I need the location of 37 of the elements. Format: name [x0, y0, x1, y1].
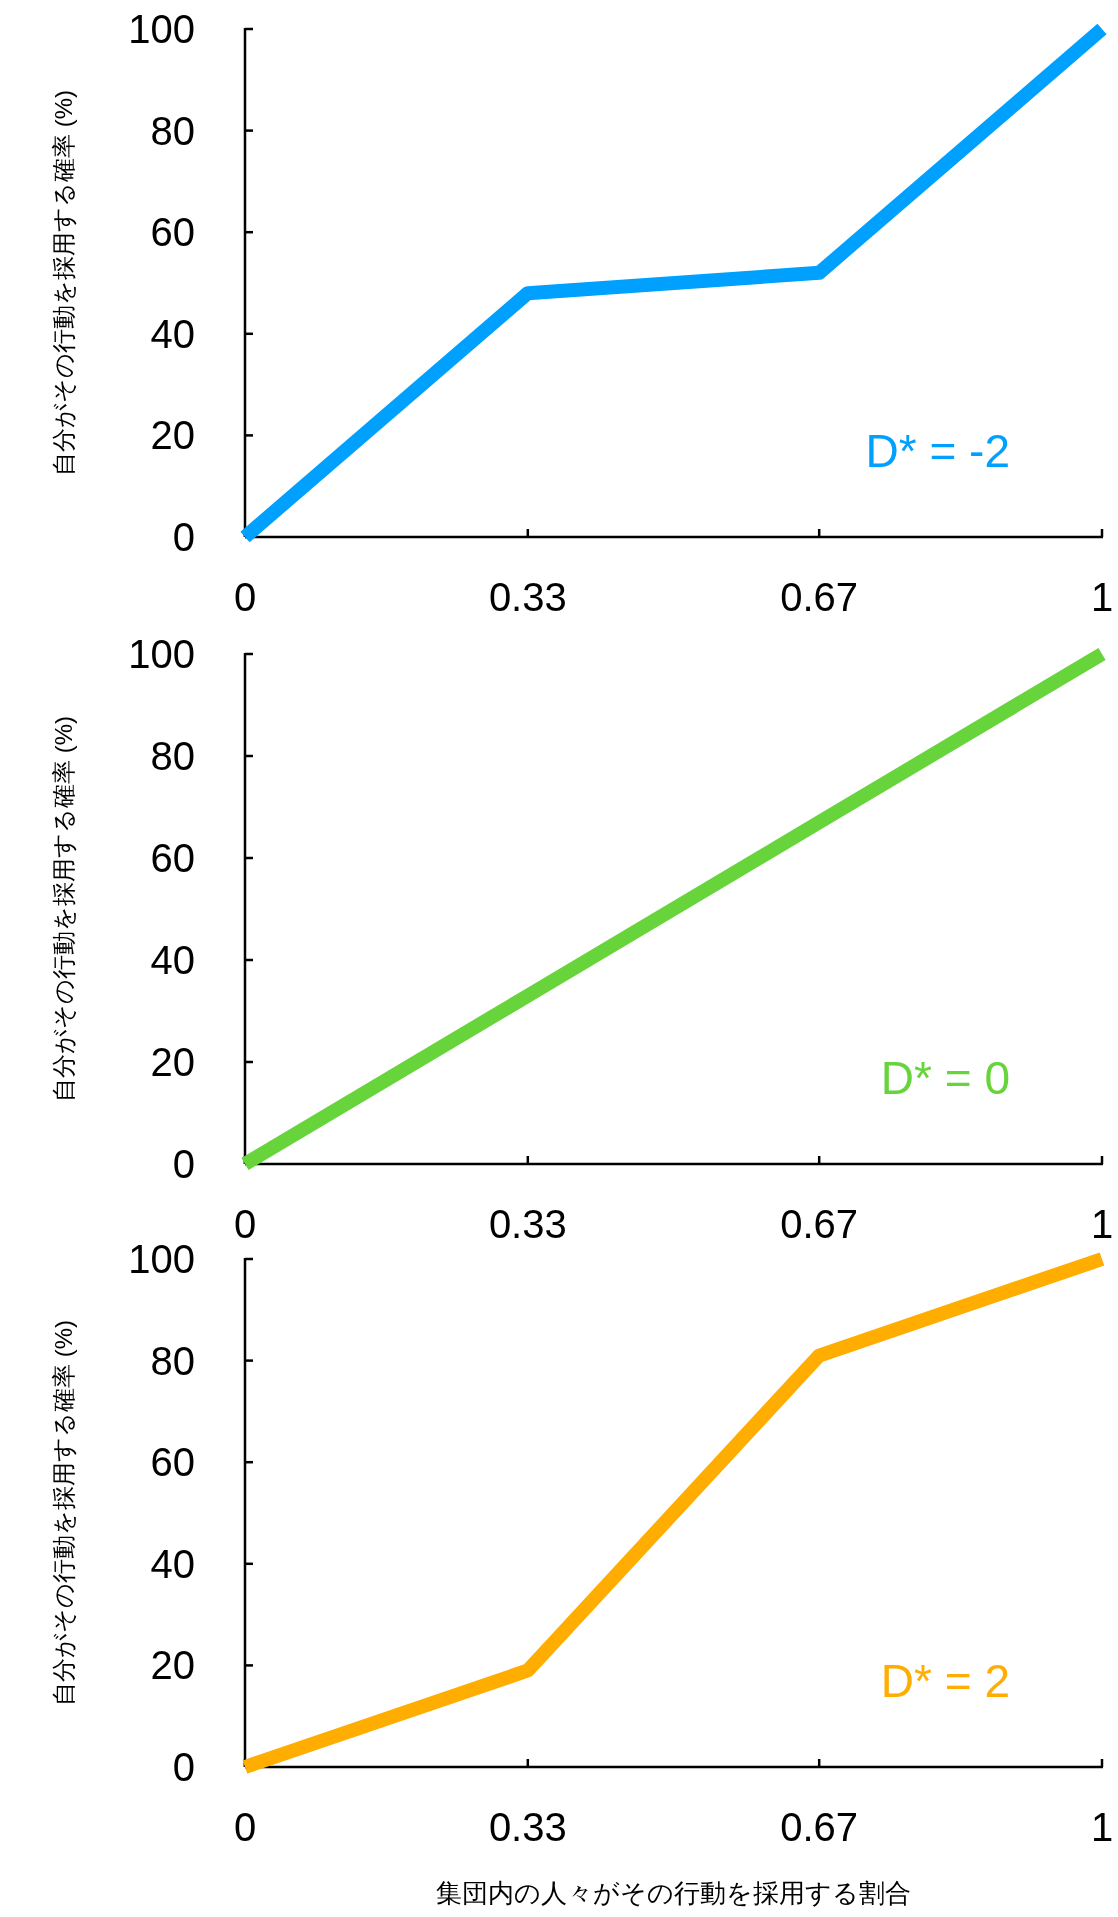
- y-tick-label: 100: [128, 1237, 195, 1281]
- y-tick-label: 80: [150, 108, 195, 153]
- y-tick-label: 0: [172, 1745, 195, 1789]
- x-axis-title: 集団内の人々がその行動を採用する割合: [436, 1878, 911, 1908]
- x-tick-label: 1: [1090, 575, 1114, 619]
- y-tick-label: 0: [172, 1142, 195, 1186]
- y-axis-title: 自分がその行動を採用する確率 (%): [50, 90, 77, 476]
- annotation: D* = 2: [880, 1655, 1010, 1707]
- y-tick-label: 40: [150, 1541, 195, 1586]
- x-tick-label: 0.67: [780, 1202, 859, 1246]
- y-tick-label: 60: [150, 836, 195, 880]
- y-axis-title: 自分がその行動を採用する確率 (%): [50, 716, 77, 1102]
- x-tick-label: 0.67: [780, 575, 859, 619]
- x-tick-label: 1: [1090, 1202, 1114, 1246]
- y-tick-label: 60: [150, 1440, 195, 1485]
- y-tick-label: 40: [150, 938, 195, 982]
- y-tick-label: 100: [128, 7, 195, 51]
- y-tick-label: 40: [150, 311, 195, 356]
- x-tick-label: 0.67: [780, 1805, 859, 1849]
- y-tick-label: 20: [150, 413, 195, 458]
- x-tick-label: 0: [233, 1805, 257, 1849]
- y-tick-label: 100: [128, 632, 195, 676]
- y-axis-title: 自分がその行動を採用する確率 (%): [50, 1320, 77, 1706]
- x-tick-label: 0.33: [488, 1202, 567, 1246]
- y-tick-label: 0: [172, 515, 195, 559]
- x-tick-label: 1: [1090, 1805, 1114, 1849]
- y-tick-label: 60: [150, 210, 195, 255]
- x-tick-label: 0.33: [488, 1805, 567, 1849]
- x-tick-label: 0: [233, 575, 257, 619]
- x-tick-label: 0: [233, 1202, 257, 1246]
- y-tick-label: 20: [150, 1643, 195, 1688]
- y-tick-label: 80: [150, 734, 195, 778]
- annotation: D* = 0: [880, 1052, 1010, 1104]
- y-tick-label: 20: [150, 1040, 195, 1084]
- annotation: D* = -2: [865, 425, 1010, 477]
- y-tick-label: 80: [150, 1338, 195, 1383]
- x-tick-label: 0.33: [488, 575, 567, 619]
